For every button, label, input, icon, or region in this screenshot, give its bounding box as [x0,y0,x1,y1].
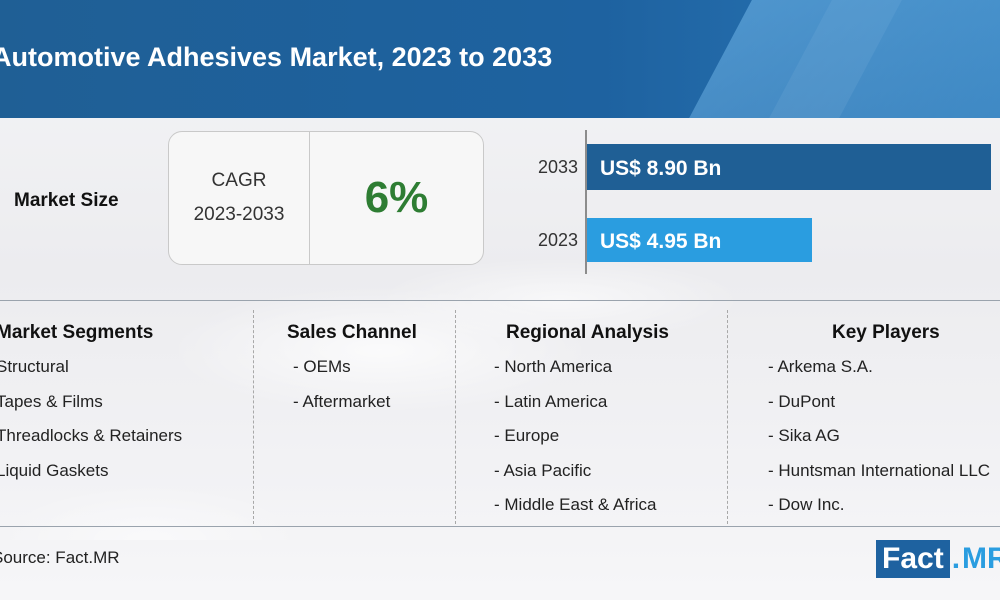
list-item: - Aftermarket [293,391,391,411]
list-item: - OEMs [293,357,351,376]
column-regional-analysis: Regional Analysis - North America - Lati… [494,320,669,525]
page-title: Automotive Adhesives Market, 2023 to 203… [0,42,553,72]
column-list: - Arkema S.A. - DuPont - Sika AG - Hunts… [768,352,1000,525]
column-divider-1 [253,310,254,524]
column-heading: Regional Analysis [506,322,669,343]
column-list: - OEMs - Aftermarket [287,352,417,421]
column-heading: Sales Channel [287,322,417,343]
section-divider-bottom [0,526,1000,527]
market-size-bar-chart: 2033 US$ 8.90 Bn 2023 US$ 4.95 Bn [538,130,991,274]
column-divider-3 [727,310,728,524]
column-heading: Market Segments [0,322,154,343]
tick-label-2033: 2033 [538,157,578,177]
logo-text-mr: MR [962,542,1000,575]
column-list: Structural Tapes & Films Threadlocks & R… [0,352,182,490]
section-divider-top [0,300,1000,301]
cagr-value-cell: 6% [310,132,483,264]
column-key-players: Key Players - Arkema S.A. - DuPont - Sik… [768,320,1000,525]
market-size-label: Market Size [14,190,119,211]
cagr-label-cell: CAGR 2023-2033 [169,132,310,264]
list-item: - Europe [494,426,560,445]
list-item: - Latin America [494,391,608,411]
column-market-segments: Market Segments Structural Tapes & Films… [0,320,182,490]
data-label-2023: US$ 4.95 Bn [600,230,721,253]
column-divider-2 [455,310,456,524]
bar-2023 [587,218,812,262]
list-item: - Arkema S.A. [768,357,873,376]
column-list: - North America - Latin America - Europe… [494,352,669,525]
factmr-logo: Fact . MR [876,540,1000,578]
list-item: - Dow Inc. [768,495,845,514]
column-sales-channel: Sales Channel - OEMs - Aftermarket [287,320,417,421]
list-item: - Middle East & Africa [494,495,657,514]
cagr-label: CAGR [211,170,267,191]
bar-2033 [587,144,991,190]
cagr-value: 6% [364,173,429,222]
logo-text-fact: Fact [876,540,950,578]
list-item: - North America [494,357,613,376]
list-item: Tapes & Films [0,391,103,411]
list-item: - DuPont [768,391,836,411]
logo-dot: . [951,542,961,575]
cagr-period: 2023-2033 [193,204,285,225]
list-item: - Huntsman International LLC [768,460,991,480]
list-item: - Sika AG [768,426,840,445]
source-note: Source: Fact.MR [0,548,120,567]
cagr-box: CAGR 2023-2033 6% [168,131,484,265]
column-heading: Key Players [832,322,940,343]
header-banner: Automotive Adhesives Market, 2023 to 203… [0,0,1000,118]
tick-label-2023: 2023 [538,230,578,250]
list-item: Liquid Gaskets [0,460,109,480]
list-item: - Asia Pacific [494,460,592,480]
list-item: Structural [0,357,69,376]
list-item: Threadlocks & Retainers [0,426,183,445]
data-label-2033: US$ 8.90 Bn [600,157,721,180]
